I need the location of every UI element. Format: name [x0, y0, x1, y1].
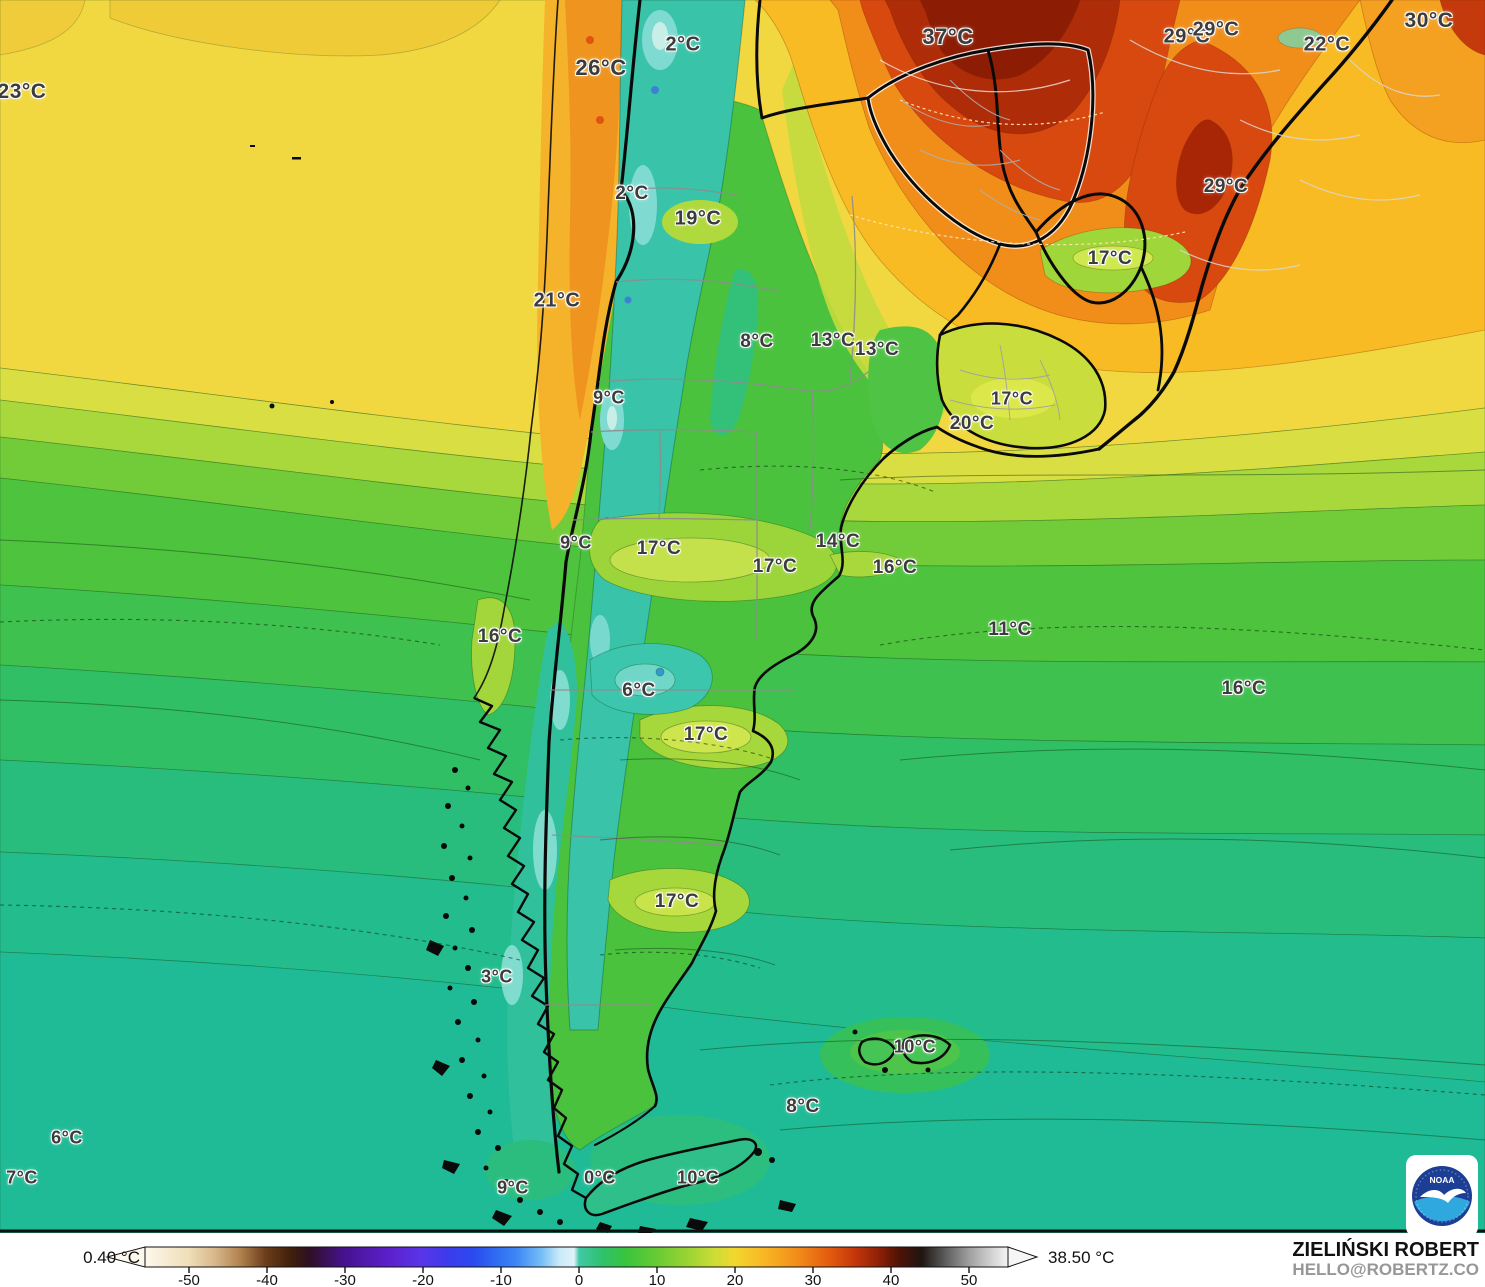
temp-label: 23°C	[0, 80, 47, 103]
colorbar-tick-label: 50	[961, 1272, 978, 1287]
colorbar-tick-label: -40	[256, 1272, 278, 1287]
temp-label: 29°C	[1163, 25, 1211, 48]
hot-region	[754, 0, 1485, 373]
colorbar-right-arrow	[1007, 1246, 1039, 1268]
temp-label: 7°C	[6, 1167, 38, 1188]
colorbar-tick-label: 30	[805, 1272, 822, 1287]
credit-name: ZIELIŃSKI ROBERT	[1292, 1239, 1479, 1261]
contour-lines	[0, 469, 1485, 1141]
paraguay-mesh	[899, 79, 1061, 221]
colorbar-tick-label: -50	[178, 1272, 200, 1287]
fjord-coastline	[426, 696, 587, 1226]
temp-label: 13°C	[854, 339, 900, 360]
temp-label: 6°C	[622, 680, 656, 701]
temp-label: 2°C	[615, 183, 649, 204]
uruguay-mesh	[949, 344, 1061, 421]
hot-zone-contours	[849, 59, 1186, 246]
falkland-islands	[820, 1017, 990, 1093]
colorbar: -50 -40 -30 -20 -10 0 10 20 30 40 50 0.40 °C 38.50…	[83, 1246, 1114, 1287]
temp-label: 8°C	[786, 1096, 820, 1117]
colorbar-ticks: -50 -40 -30 -20 -10 0 10 20 30 40 50	[178, 1267, 977, 1287]
temp-label: 8°C	[740, 331, 774, 352]
colorbar-tick-label: -10	[490, 1272, 512, 1287]
temp-label: 2°C	[665, 33, 701, 56]
temp-label: 19°C	[674, 207, 722, 230]
temp-label: 30°C	[1404, 9, 1454, 32]
brazil-state-lines	[1129, 39, 1441, 271]
colorbar-tick-label: -30	[334, 1272, 356, 1287]
temp-label: 17°C	[654, 891, 700, 912]
colorbar-tick-label: 10	[649, 1272, 666, 1287]
temp-label: 37°C	[922, 24, 974, 49]
temp-label: 6°C	[51, 1127, 83, 1148]
temp-label: 29°C	[1203, 176, 1249, 197]
temp-label: 10°C	[676, 1167, 720, 1188]
temp-label: 3°C	[481, 966, 513, 987]
temp-label: 17°C	[1087, 248, 1133, 269]
temp-label: 16°C	[1221, 678, 1267, 699]
colorbar-tick-label: -20	[412, 1272, 434, 1287]
credit-email: HELLO@ROBERTZ.CO	[1292, 1260, 1479, 1279]
temp-label: 9°C	[497, 1177, 529, 1198]
colorbar-min-label: 0.40 °C	[83, 1248, 140, 1267]
colorbar-tick-label: 20	[727, 1272, 744, 1287]
temp-label: 9°C	[560, 532, 592, 553]
temp-label: 21°C	[533, 289, 581, 312]
temp-label: 16°C	[477, 626, 523, 647]
temp-label: 9°C	[593, 387, 625, 408]
small-map-marks	[250, 145, 334, 409]
andes-west-orange-band	[537, 0, 645, 530]
dashed-contour-lines	[0, 465, 1485, 1096]
temp-label: 17°C	[752, 556, 798, 577]
temp-label: 17°C	[636, 538, 682, 559]
temp-label: 11°C	[988, 619, 1032, 640]
temp-label: 0°C	[584, 1167, 616, 1188]
colorbar-tick-label: 40	[883, 1272, 900, 1287]
temp-label: 10°C	[893, 1036, 937, 1057]
temp-label: 22°C	[1303, 33, 1351, 56]
footer-bar: -50 -40 -30 -20 -10 0 10 20 30 40 50 0.40 °C 38.50…	[0, 1233, 1485, 1287]
temp-label: 16°C	[872, 557, 918, 578]
temperature-map: 23°C 26°C 2°C 37°C 29°C 29°C 22°C 30°C 29°C 17°C 2…	[0, 0, 1485, 1233]
temp-label: 17°C	[683, 724, 729, 745]
temp-label: 26°C	[575, 55, 627, 80]
temp-label: 14°C	[815, 531, 861, 552]
temp-label: 17°C	[990, 388, 1034, 409]
temperature-contour-artwork	[0, 0, 1485, 1233]
noaa-logo-text: NOAA	[1429, 1175, 1454, 1185]
colorbar-gradient	[144, 1246, 1009, 1268]
temp-label: 20°C	[949, 413, 995, 434]
temp-label: 29°C	[1192, 18, 1240, 41]
colorbar-tick-label: 0	[575, 1272, 583, 1287]
noaa-logo: NOAA	[1406, 1155, 1478, 1233]
temp-label: 13°C	[810, 330, 856, 351]
noaa-logo-emblem: NOAA	[1412, 1166, 1472, 1226]
colorbar-max-label: 38.50 °C	[1048, 1248, 1114, 1267]
country-borders	[473, 0, 1394, 1174]
credits: ZIELIŃSKI ROBERT HELLO@ROBERTZ.CO	[1292, 1233, 1479, 1287]
tierra-del-fuego	[583, 1138, 796, 1233]
